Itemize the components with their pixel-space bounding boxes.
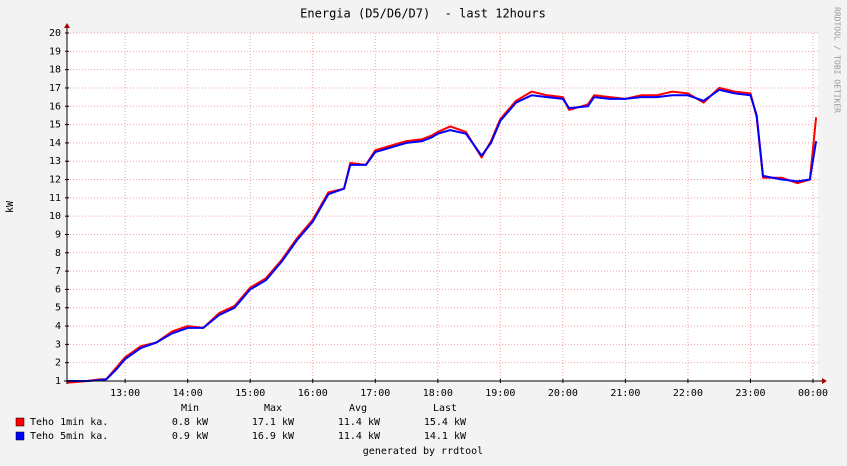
legend-stat: 17.1 kW [252,417,295,428]
x-tick-label: 17:00 [360,388,390,399]
grid [65,32,818,383]
series-line [66,86,818,384]
footer: generated by rrdtool [363,446,483,457]
legend-header: Last [433,403,457,414]
x-tick-label: 00:00 [798,388,828,399]
legend-header: Min [181,403,199,414]
x-tick-label: 15:00 [235,388,265,399]
y-tick-label: 15 [49,120,61,131]
x-tick-label: 22:00 [673,388,703,399]
x-tick-label: 14:00 [173,388,203,399]
legend-stat: 0.8 kW [172,417,209,428]
y-tick-label: 8 [55,248,61,259]
legend-stat: 16.9 kW [252,431,295,442]
y-tick-label: 5 [55,303,61,314]
legend-stat: 11.4 kW [338,417,381,428]
legend-swatch [15,431,25,441]
legend-swatch [15,417,25,427]
x-tick-label: 16:00 [298,388,328,399]
y-tick-label: 1 [55,376,61,387]
x-tick-label: 21:00 [610,388,640,399]
legend-stat: 0.9 kW [172,431,209,442]
axes [64,23,827,384]
side-text: RRDTOOL / TOBI OETIKER [833,7,842,113]
y-tick-label: 19 [49,46,61,57]
y-tick-label: 12 [49,175,61,186]
y-tick-label: 18 [49,65,61,76]
x-tick-label: 13:00 [110,388,140,399]
y-tick-label: 2 [55,358,61,369]
legend-header: Avg [349,403,367,414]
legend-stat: 14.1 kW [424,431,467,442]
x-tick-label: 19:00 [485,388,515,399]
y-arrow [64,23,70,28]
x-tick-label: 20:00 [548,388,578,399]
legend-label: Teho 5min ka. [30,431,108,442]
y-tick-label: 17 [49,83,61,94]
x-tick-label: 23:00 [735,388,765,399]
legend: Min Max Avg Last Teho 1min ka. 0.8 kW 17.1 kW 1… [15,403,467,442]
y-tick-label: 16 [49,101,61,112]
series-line [67,88,818,382]
y-tick-label: 4 [55,321,61,332]
y-tick-label: 13 [49,156,61,167]
y-tick-label: 11 [49,193,61,204]
x-arrow [822,378,827,384]
lines [66,86,818,384]
chart-title: Energia (D5/D6/D7) - last 12hours [300,7,546,21]
y-tick-label: 10 [49,211,61,222]
legend-stat: 15.4 kW [424,417,467,428]
legend-header: Max [264,403,282,414]
legend-label: Teho 1min ka. [30,417,108,428]
y-axis-label: kW [5,200,16,213]
legend-stat: 11.4 kW [338,431,381,442]
y-tick-label: 6 [55,284,61,295]
y-tick-label: 3 [55,339,61,350]
plot-area [67,33,818,381]
y-tick-label: 7 [55,266,61,277]
y-tick-label: 20 [49,28,61,39]
x-tick-label: 18:00 [423,388,453,399]
y-tick-label: 14 [49,138,61,149]
y-tick-label: 9 [55,229,61,240]
